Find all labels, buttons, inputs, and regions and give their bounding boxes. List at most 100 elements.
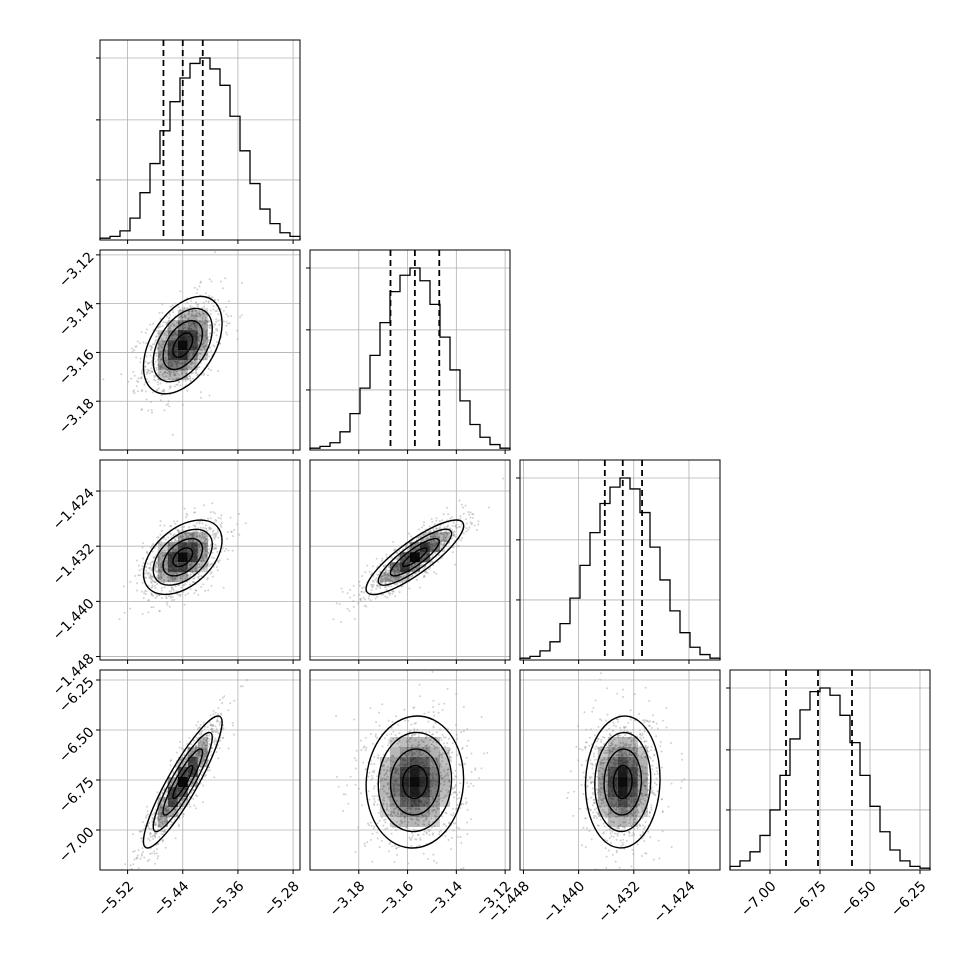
sample-point	[460, 523, 463, 526]
sample-point	[133, 850, 136, 852]
sample-point	[396, 572, 399, 574]
sample-point	[417, 871, 419, 873]
sample-point	[379, 581, 382, 584]
sample-point	[396, 853, 399, 856]
sample-point	[184, 317, 187, 320]
sample-point	[166, 321, 169, 324]
sample-point	[207, 351, 210, 354]
sample-point	[156, 381, 159, 384]
sample-point	[172, 578, 174, 580]
sample-point	[140, 854, 143, 857]
sample-point	[150, 569, 153, 572]
sample-point	[169, 595, 172, 598]
sample-point	[222, 547, 225, 550]
sample-point	[194, 314, 197, 317]
sample-point	[209, 526, 211, 529]
sample-point	[133, 349, 136, 352]
sample-point	[218, 722, 221, 725]
sample-point	[199, 559, 202, 562]
contour-line	[172, 332, 194, 359]
sample-point	[176, 520, 179, 523]
sample-point	[150, 409, 153, 412]
sample-point	[204, 549, 207, 552]
sample-point	[163, 549, 166, 552]
sample-point	[179, 802, 182, 805]
sample-point	[140, 331, 143, 334]
sample-point	[201, 343, 204, 345]
sample-point	[158, 594, 161, 597]
sample-point	[168, 317, 170, 320]
sample-point	[150, 371, 153, 374]
sample-point	[168, 327, 171, 330]
sample-point	[209, 332, 212, 335]
sample-point	[176, 814, 179, 817]
sample-point	[215, 320, 218, 323]
sample-point	[208, 528, 211, 531]
sample-point	[176, 529, 179, 532]
sample-point	[137, 849, 140, 851]
sample-point	[180, 535, 183, 538]
sample-point	[177, 360, 180, 363]
sample-point	[193, 286, 196, 289]
sample-point	[224, 277, 227, 280]
sample-point	[433, 533, 436, 535]
panel-frame	[99, 249, 301, 451]
sample-point	[200, 537, 203, 539]
sample-point	[215, 547, 218, 550]
sample-point	[183, 306, 186, 309]
sample-point	[204, 744, 207, 747]
sample-point	[173, 372, 176, 375]
sample-point	[171, 334, 174, 337]
sample-point	[361, 575, 363, 577]
sample-point	[197, 744, 200, 747]
sample-point	[199, 348, 202, 351]
sample-point	[152, 834, 155, 837]
sample-point	[440, 532, 443, 535]
sample-point	[207, 319, 210, 322]
sample-point	[191, 361, 194, 364]
sample-point	[188, 803, 191, 806]
sample-point	[184, 361, 186, 363]
density-cell	[177, 310, 188, 321]
sample-point	[192, 377, 195, 380]
sample-point	[216, 341, 218, 343]
sample-point	[207, 538, 210, 541]
sample-point	[197, 543, 200, 546]
sample-point	[155, 852, 158, 855]
density-cell	[389, 562, 400, 573]
sample-point	[188, 365, 191, 368]
sample-point	[225, 306, 228, 309]
sample-point	[371, 742, 374, 745]
sample-point	[184, 379, 187, 382]
sample-point	[445, 533, 448, 535]
sample-point	[389, 592, 392, 595]
sample-point	[166, 603, 169, 606]
sample-point	[352, 606, 355, 608]
sample-point	[168, 605, 171, 608]
sample-point	[179, 316, 182, 319]
sample-point	[175, 774, 178, 776]
sample-point	[154, 379, 157, 382]
sample-point	[159, 368, 162, 371]
sample-point	[360, 590, 363, 593]
x-tick-label: −5.52	[96, 878, 138, 920]
sample-point	[154, 565, 157, 568]
sample-point	[384, 569, 387, 572]
sample-point	[189, 533, 192, 536]
sample-point	[195, 369, 198, 372]
sample-point	[198, 575, 200, 578]
sample-point	[202, 784, 205, 787]
sample-point	[146, 328, 148, 331]
sample-point	[346, 607, 349, 610]
sample-point	[359, 599, 362, 602]
sample-point	[137, 377, 140, 380]
sample-point	[158, 823, 161, 826]
sample-point	[204, 320, 207, 323]
sample-point	[201, 522, 204, 525]
sample-point	[201, 535, 204, 538]
sample-point	[383, 578, 386, 580]
sample-point	[184, 316, 187, 318]
sample-point	[441, 709, 444, 711]
panel-0-0	[96, 39, 301, 244]
sample-point	[196, 728, 199, 731]
